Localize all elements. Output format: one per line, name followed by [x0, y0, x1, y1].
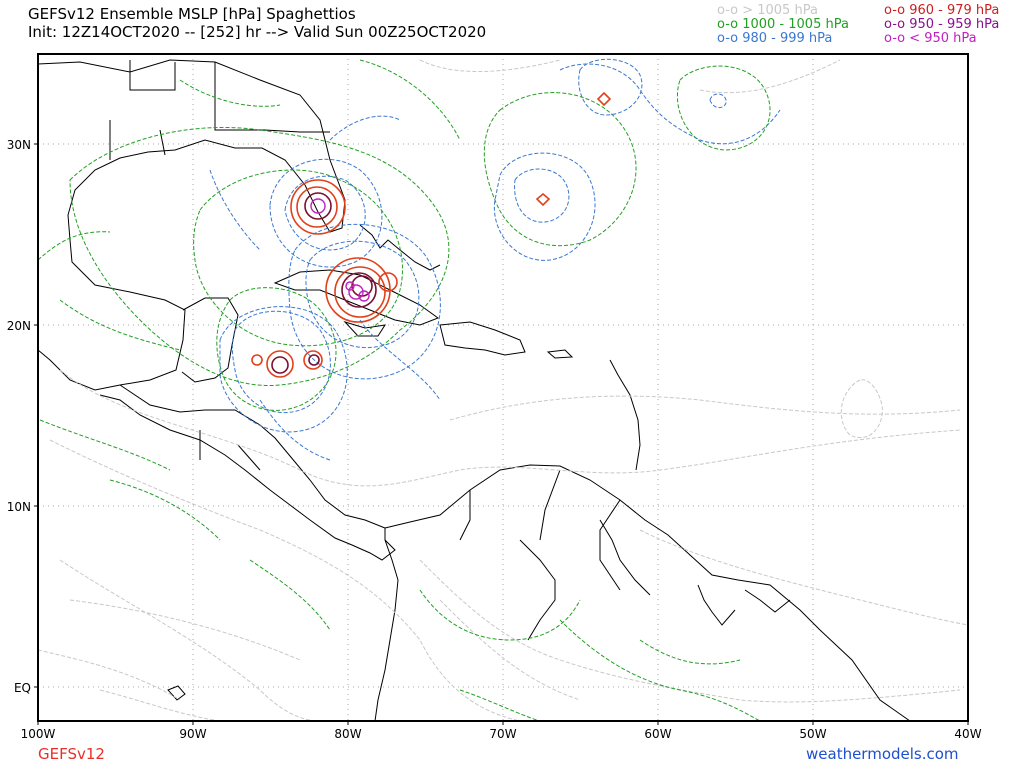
contours-980-999 — [209, 58, 781, 461]
lat-label-20n: 20N — [7, 319, 31, 333]
circles-lt-950 — [310, 198, 370, 302]
lat-label-30n: 30N — [7, 138, 31, 152]
contours-1000-1005 — [38, 59, 771, 721]
legend-lt-950: o-o < 950 hPa — [884, 31, 977, 46]
coastlines — [38, 59, 911, 721]
circles-960-979 — [251, 91, 612, 378]
ticks — [34, 143, 969, 725]
lon-label-100w: 100W — [21, 727, 56, 741]
legend-980-999: o-o 980 - 999 hPa — [717, 31, 833, 46]
map-subtitle: Init: 12Z14OCT2020 -- [252] hr --> Valid… — [28, 23, 487, 41]
borders — [109, 60, 621, 591]
graticule — [38, 54, 968, 721]
lon-label-70w: 70W — [489, 727, 516, 741]
legend-950-959: o-o 950 - 959 hPa — [884, 17, 1000, 32]
model-name: GEFSv12 — [38, 745, 105, 763]
lat-label-eq: EQ — [14, 681, 31, 695]
legend-gt-1005: o-o > 1005 hPa — [717, 3, 818, 18]
legend-960-979: o-o 960 - 979 hPa — [884, 3, 1000, 18]
lon-label-90w: 90W — [179, 727, 206, 741]
lon-label-50w: 50W — [799, 727, 826, 741]
map-title: GEFSv12 Ensemble MSLP [hPa] Spaghettios — [28, 5, 356, 23]
contours-gt-1005 — [38, 59, 968, 721]
lat-label-10n: 10N — [7, 500, 31, 514]
lon-label-80w: 80W — [334, 727, 361, 741]
lon-label-40w: 40W — [954, 727, 981, 741]
site-credit: weathermodels.com — [806, 745, 959, 763]
legend-1000-1005: o-o 1000 - 1005 hPa — [717, 17, 849, 32]
lon-label-60w: 60W — [644, 727, 671, 741]
